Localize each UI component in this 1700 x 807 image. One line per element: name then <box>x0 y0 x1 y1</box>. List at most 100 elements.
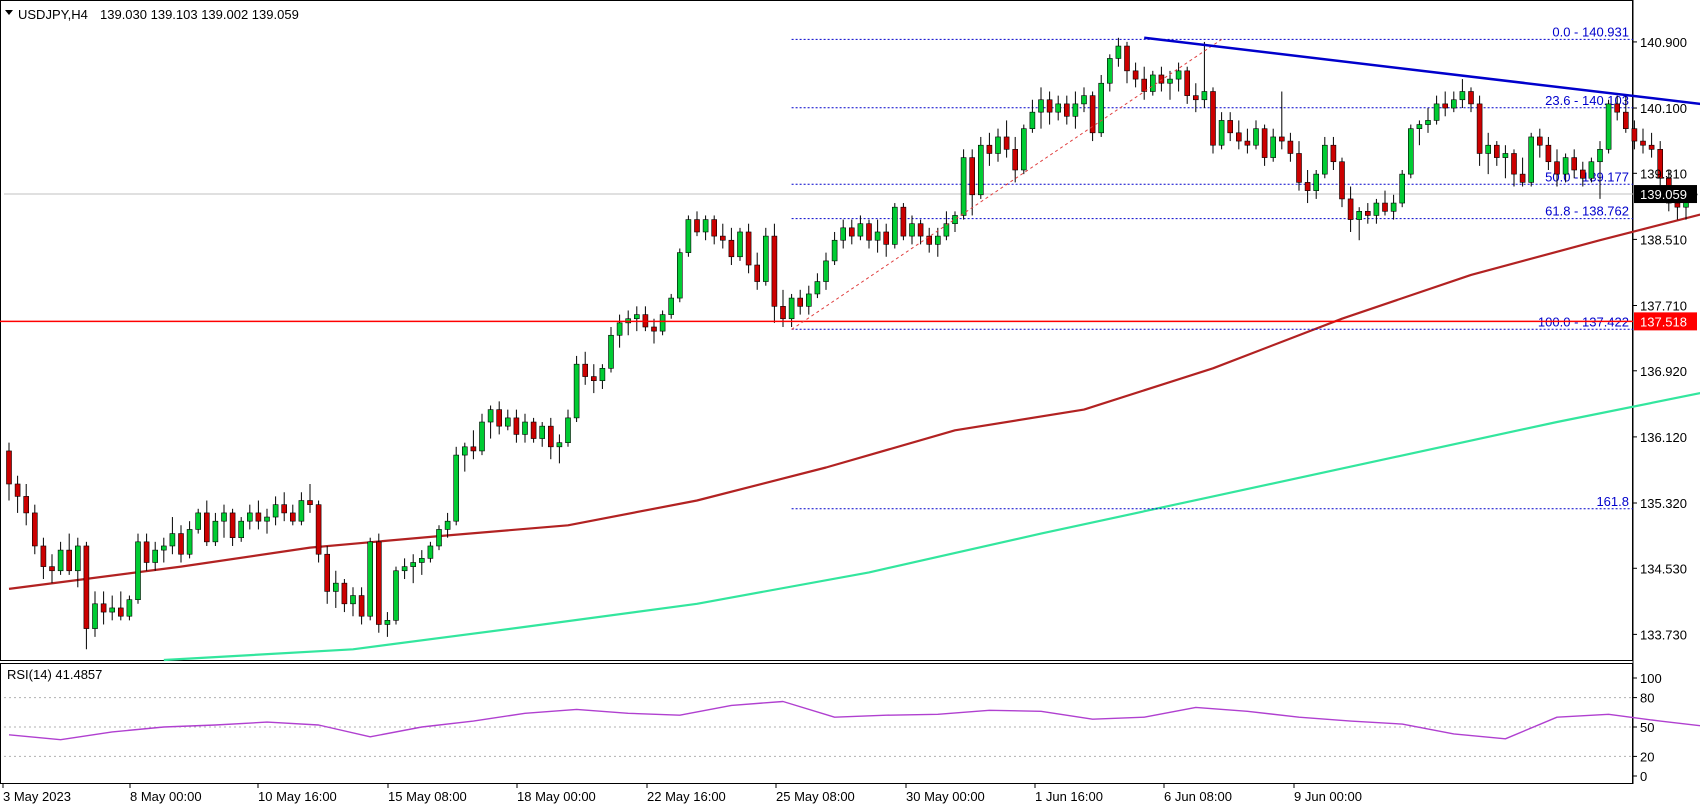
candle-body <box>1390 202 1397 212</box>
fib-level-label: 0.0 - 140.931 <box>1552 24 1629 39</box>
price-tick-label: 136.120 <box>1640 430 1687 445</box>
candle-body <box>1184 70 1190 96</box>
candle <box>14 475 21 513</box>
candle <box>221 504 227 538</box>
candle-body <box>161 545 167 551</box>
candle <box>986 132 993 166</box>
candle <box>1193 83 1199 113</box>
candle <box>1468 87 1474 113</box>
candle <box>1554 149 1560 187</box>
candle <box>1287 132 1294 162</box>
candle <box>745 223 752 274</box>
candle-body <box>702 219 709 233</box>
collapse-triangle-icon[interactable] <box>5 10 13 15</box>
candle-body <box>1304 182 1311 191</box>
candle <box>350 587 356 617</box>
candle <box>857 215 864 241</box>
candle-body <box>1038 99 1044 113</box>
candle <box>143 533 150 571</box>
candle-body <box>1356 211 1362 220</box>
candle <box>178 525 184 563</box>
candle <box>616 314 623 348</box>
candle <box>1236 120 1242 150</box>
candle-body <box>152 549 158 563</box>
rsi-plot-frame <box>0 663 1633 784</box>
candle-body <box>238 520 244 539</box>
candle <box>1150 70 1156 96</box>
candle <box>590 364 597 394</box>
candle <box>797 289 804 315</box>
candle-body <box>1124 45 1130 72</box>
candle-body <box>14 483 21 497</box>
candle-body <box>1236 132 1242 142</box>
candle <box>719 223 726 249</box>
candle <box>298 492 305 526</box>
candle-body <box>247 512 253 522</box>
candle <box>427 541 434 563</box>
candle <box>1545 136 1552 170</box>
candle-body <box>573 363 580 419</box>
candle-body <box>1193 95 1199 101</box>
candle-body <box>1562 157 1569 175</box>
candle <box>1657 141 1663 191</box>
candle-body <box>565 417 571 443</box>
candle <box>900 203 907 241</box>
candle-body <box>350 595 356 605</box>
candle-body <box>1588 161 1595 179</box>
candle-body <box>332 582 339 592</box>
candle <box>702 215 709 241</box>
candle-body <box>186 529 193 555</box>
candle-body <box>857 223 864 237</box>
candle <box>83 541 90 650</box>
candle <box>1537 128 1543 158</box>
candle-body <box>960 157 967 216</box>
candle <box>272 496 279 526</box>
candle-body <box>1046 99 1053 113</box>
candle-body <box>1511 153 1517 175</box>
candle <box>1279 91 1285 150</box>
candle-body <box>1631 128 1638 142</box>
candle <box>393 566 399 625</box>
candle <box>1390 194 1397 220</box>
candle <box>582 351 589 385</box>
candle <box>161 537 167 563</box>
candle <box>453 446 460 526</box>
candle <box>1451 91 1457 113</box>
candle-body <box>6 450 12 485</box>
candle <box>685 215 692 257</box>
candle <box>6 442 12 501</box>
candle-body <box>1322 144 1328 175</box>
candle-body <box>367 541 374 617</box>
candle-body <box>900 206 907 237</box>
candle <box>1640 128 1646 154</box>
candle-body <box>522 421 528 435</box>
candle <box>152 541 158 571</box>
candle <box>324 545 331 604</box>
candle-body <box>823 260 829 282</box>
candlesticks <box>6 37 1698 650</box>
candle <box>565 409 571 447</box>
candle-body <box>169 533 176 547</box>
candle <box>1476 95 1483 166</box>
candle <box>1055 95 1061 121</box>
candle <box>711 215 718 245</box>
main-plot-frame <box>0 0 1633 661</box>
candle <box>1502 145 1509 179</box>
candle <box>418 550 425 575</box>
candle <box>169 517 176 555</box>
candle <box>1485 132 1491 175</box>
candle <box>401 558 408 580</box>
time-tick-label: 6 Jun 08:00 <box>1164 789 1232 804</box>
candle-body <box>1597 149 1603 163</box>
candle-body <box>883 231 890 245</box>
candle-body <box>1623 111 1629 129</box>
candle <box>530 417 537 443</box>
candle <box>1218 112 1225 150</box>
price-tick-label: 138.510 <box>1640 232 1687 247</box>
current-price-label: 139.059 <box>1640 187 1687 202</box>
candle-body <box>969 157 976 196</box>
candle <box>1304 169 1311 204</box>
candle <box>1605 99 1612 154</box>
candle <box>1089 91 1096 142</box>
candle-body <box>1382 202 1388 212</box>
